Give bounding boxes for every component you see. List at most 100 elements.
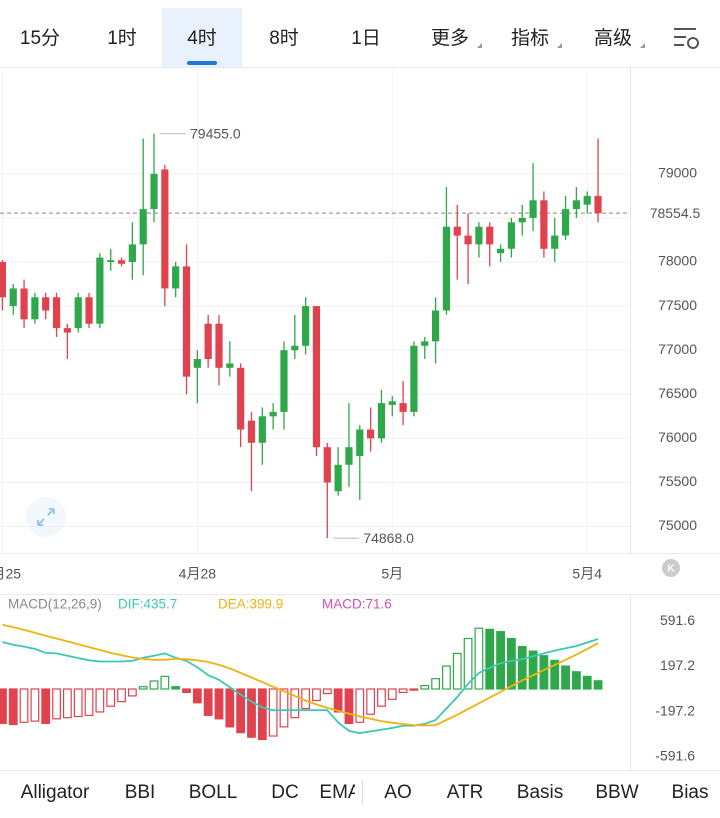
macd-bar	[539, 655, 549, 690]
y-tick-label: -197.2	[655, 702, 695, 718]
macd-bar	[73, 688, 83, 718]
y-tick-label: 75000	[658, 517, 697, 533]
y-tick-label: 77500	[658, 297, 697, 313]
indicator-tab[interactable]: Alligator	[21, 782, 90, 803]
candle-body	[258, 416, 266, 443]
macd-bar	[8, 688, 18, 726]
macd-bar	[333, 688, 343, 713]
candle-body	[453, 226, 461, 236]
y-tick-label: 76500	[658, 385, 697, 401]
candle-body	[150, 173, 158, 210]
macd-bar	[377, 688, 386, 707]
candle-body	[529, 200, 537, 218]
candle-body	[432, 310, 440, 342]
dropdown-triangle	[477, 43, 482, 48]
tab[interactable]: 更多	[431, 27, 469, 49]
macd-bar	[463, 637, 473, 690]
candle-body	[96, 257, 104, 324]
macd-bar	[279, 688, 289, 728]
y-tick-label: 78000	[658, 253, 697, 269]
macd-bar	[485, 628, 495, 690]
macd-bar	[214, 688, 224, 720]
x-tick-label: 5月4	[572, 566, 602, 582]
tab[interactable]: 指标	[511, 27, 549, 49]
candle-body	[356, 429, 364, 456]
macd-bar	[344, 688, 354, 725]
candle-body	[551, 235, 559, 249]
candle-body	[464, 235, 472, 245]
macd-bar	[290, 688, 300, 719]
tab[interactable]: 高级	[594, 27, 632, 49]
candle-body	[475, 226, 483, 245]
indicator-tab[interactable]: EMA	[319, 782, 361, 803]
macd-bar	[420, 684, 430, 690]
indicator-tab[interactable]: BBW	[595, 782, 638, 803]
x-tick-label: 4月28	[179, 566, 217, 582]
extreme-label: 79455.0	[190, 125, 241, 141]
tab[interactable]: 4时	[187, 27, 217, 49]
chart: Alligator BBI BOLL DC EMA AO ATR Basis BBW Bias 75…	[0, 68, 710, 803]
candle-body	[594, 195, 602, 214]
y-tick-label: 77000	[658, 341, 697, 357]
macd-bar	[452, 652, 462, 690]
candle-body	[107, 260, 115, 262]
x-tick-label: 5月	[381, 566, 403, 582]
macd-bar	[366, 688, 376, 715]
macd-bar	[52, 688, 61, 720]
candle-body	[583, 195, 591, 205]
macd-bar	[496, 631, 505, 690]
k-icon[interactable]: K	[662, 559, 680, 577]
tab[interactable]: 1时	[107, 27, 137, 49]
indicator-tab[interactable]: Bias	[672, 782, 709, 803]
candle-body	[193, 359, 201, 368]
macd-bar	[322, 688, 332, 695]
candle-body	[31, 297, 39, 320]
tab[interactable]: 1日	[351, 28, 381, 49]
macd-bar	[528, 650, 538, 690]
last-price-label: 78554.5	[650, 205, 701, 221]
macd-bar	[30, 688, 40, 722]
y-tick-label: 76000	[658, 429, 697, 445]
tab[interactable]: 15分	[20, 27, 60, 49]
macd-bar	[182, 688, 191, 694]
candle-body	[280, 350, 288, 412]
timeframe-tabs: 15分 1时 4时 8时 1日 更多 指标 高级	[20, 8, 645, 67]
tab[interactable]: 8时	[269, 27, 299, 49]
macd-bar	[409, 688, 419, 691]
settings-icon[interactable]	[674, 28, 699, 49]
candle-body	[388, 401, 396, 405]
macd-bar	[550, 659, 560, 690]
candle-body	[518, 217, 526, 223]
indicator-line	[2, 623, 599, 727]
legend-entry: DEA:399.9	[218, 597, 283, 612]
macd-bar	[474, 627, 484, 690]
indicator-tab[interactable]: BBI	[125, 782, 156, 803]
indicator-tab[interactable]: AO	[384, 782, 411, 803]
macd-bar	[117, 688, 126, 703]
candle-body	[334, 464, 342, 492]
candle-body	[215, 323, 223, 368]
candle-body	[410, 345, 418, 412]
y-tick-label: -591.6	[655, 748, 695, 764]
dropdown-triangle	[557, 43, 562, 48]
y-tick-label: 197.2	[660, 657, 695, 673]
indicator-tab[interactable]: DC	[271, 782, 298, 803]
candle-body	[421, 341, 429, 346]
indicator-tab[interactable]: BOLL	[189, 782, 238, 803]
x-tick-label: 4月25	[0, 566, 21, 582]
indicator-line	[2, 638, 599, 735]
macd-bar	[149, 680, 159, 690]
indicator-tab[interactable]: ATR	[447, 782, 484, 803]
selected-tab-underline	[187, 61, 217, 65]
extreme-label: 74868.0	[363, 530, 414, 546]
macd-bar	[398, 688, 408, 694]
candle-body	[74, 297, 82, 329]
candle-body	[323, 447, 331, 483]
indicator-tab[interactable]: Basis	[517, 782, 563, 803]
macd-bar	[84, 688, 94, 716]
candle-body	[561, 209, 570, 236]
expand-icon[interactable]	[26, 497, 66, 537]
candle-body	[85, 297, 93, 324]
candle-body	[42, 297, 50, 311]
